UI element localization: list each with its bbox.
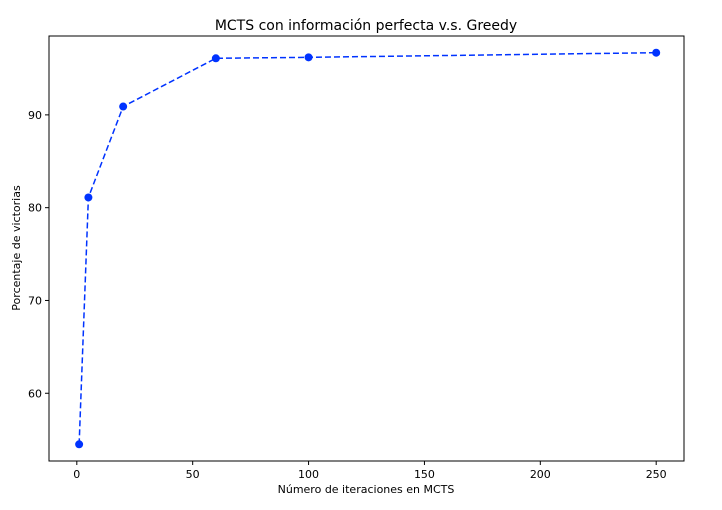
x-tick-label: 100 <box>298 468 319 481</box>
x-tick-label: 250 <box>646 468 667 481</box>
data-point <box>211 54 220 63</box>
data-point <box>84 193 93 202</box>
y-tick-label: 60 <box>28 387 42 400</box>
series-line <box>78 51 657 445</box>
chart-title: MCTS con información perfecta v.s. Greed… <box>215 18 517 34</box>
x-tick-label: 0 <box>73 468 80 481</box>
x-tick-label: 50 <box>186 468 200 481</box>
x-tick-label: 200 <box>530 468 551 481</box>
y-axis-label: Porcentaje de victorias <box>10 185 23 311</box>
y-tick-label: 70 <box>28 294 42 307</box>
plot-area: 0 50 100 150 200 250 60 70 80 90 <box>28 35 685 481</box>
data-point <box>75 440 84 449</box>
data-point <box>652 48 661 57</box>
x-tick-label: 150 <box>414 468 435 481</box>
y-tick-label: 90 <box>28 109 42 122</box>
x-axis-label: Número de iteraciones en MCTS <box>278 483 455 496</box>
data-point <box>304 53 313 62</box>
data-point <box>119 102 128 111</box>
y-tick-label: 80 <box>28 202 42 215</box>
plot-frame <box>48 35 685 462</box>
